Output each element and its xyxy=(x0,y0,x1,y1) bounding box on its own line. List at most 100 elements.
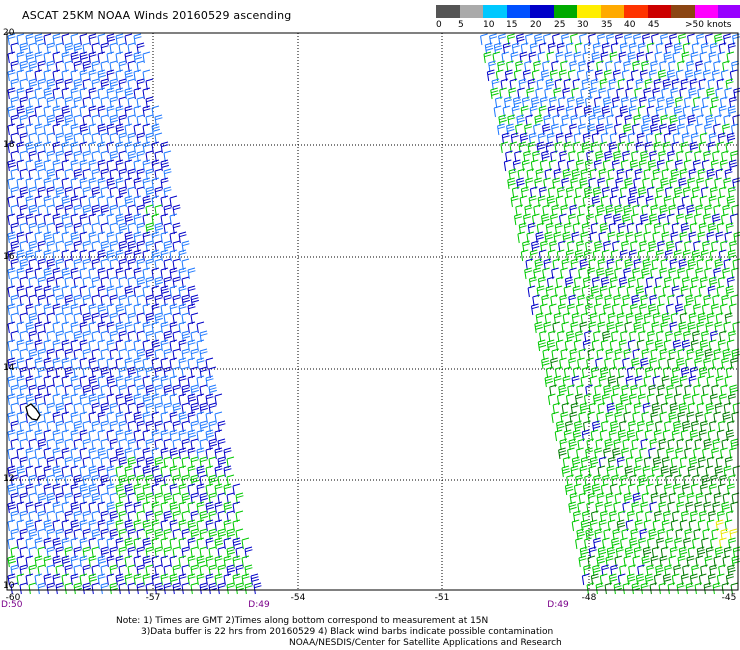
wind-barb xyxy=(612,240,620,253)
wind-barb xyxy=(133,519,142,532)
wind-barb xyxy=(106,573,115,586)
wind-barb xyxy=(70,411,79,424)
wind-barb xyxy=(10,240,19,253)
wind-barb xyxy=(622,294,631,307)
wind-barb xyxy=(666,69,676,82)
wind-barb xyxy=(169,249,178,262)
wind-barb xyxy=(124,321,133,334)
wind-barb xyxy=(720,240,728,253)
wind-barb xyxy=(511,42,520,55)
wind-barb xyxy=(199,402,208,415)
wind-barb xyxy=(151,339,160,352)
wind-barb xyxy=(654,132,663,145)
wind-barb xyxy=(70,231,79,244)
wind-barb xyxy=(133,321,142,334)
wind-barb xyxy=(70,285,79,298)
wind-barb xyxy=(106,447,115,460)
wind-barb xyxy=(575,474,584,487)
wind-barb xyxy=(648,528,657,541)
wind-barb xyxy=(667,438,676,451)
wind-barb xyxy=(106,285,115,298)
wind-barb xyxy=(55,114,64,127)
wind-barb xyxy=(673,420,682,433)
wind-barb xyxy=(214,393,223,406)
wind-barb xyxy=(668,60,676,73)
wind-barb xyxy=(697,456,706,469)
wind-barb xyxy=(190,474,199,487)
wind-barb xyxy=(7,465,16,478)
wind-barb xyxy=(106,33,115,46)
wind-barb xyxy=(553,312,562,325)
wind-barb xyxy=(28,60,37,73)
wind-barb xyxy=(79,393,88,406)
wind-barb xyxy=(106,141,115,154)
wind-barb xyxy=(629,159,639,172)
wind-barb xyxy=(548,330,556,343)
wind-barb xyxy=(88,519,97,532)
wind-barb xyxy=(703,294,712,307)
scale-swatch xyxy=(459,5,483,18)
wind-barb xyxy=(633,258,642,271)
scale-label: >50 knots xyxy=(685,20,732,30)
wind-barb xyxy=(533,60,542,73)
wind-barb xyxy=(730,150,739,163)
wind-barb xyxy=(97,555,106,568)
wind-barb xyxy=(689,510,699,523)
wind-barb xyxy=(46,78,55,91)
wind-barb xyxy=(178,573,187,586)
wind-barb xyxy=(232,537,241,550)
scale-swatch xyxy=(483,5,507,18)
wind-barb xyxy=(604,438,613,451)
wind-barb xyxy=(97,51,106,64)
wind-barb xyxy=(70,429,79,442)
wind-barb xyxy=(583,42,592,55)
wind-barb xyxy=(698,366,708,379)
wind-barb xyxy=(538,42,547,55)
wind-barb xyxy=(124,393,133,406)
scale-swatch xyxy=(694,5,718,18)
wind-barb xyxy=(115,393,124,406)
wind-barb xyxy=(187,393,196,406)
wind-barb xyxy=(169,519,178,532)
wind-barb xyxy=(722,204,731,217)
wind-barb xyxy=(160,177,169,190)
wind-barb xyxy=(169,303,178,316)
wind-barb xyxy=(43,501,52,514)
wind-barb xyxy=(705,546,714,559)
wind-barb xyxy=(91,186,100,199)
wind-barb xyxy=(187,339,196,352)
wind-barb xyxy=(725,366,734,379)
wind-barb xyxy=(609,132,618,145)
wind-barb xyxy=(178,303,187,316)
wind-barb xyxy=(154,222,163,235)
wind-barb xyxy=(7,393,16,406)
wind-barb xyxy=(611,330,619,343)
wind-barb xyxy=(28,204,37,217)
wind-barb xyxy=(700,564,708,577)
wind-barb xyxy=(709,564,718,577)
wind-barb xyxy=(52,141,61,154)
wind-barb xyxy=(25,339,34,352)
wind-barb xyxy=(115,105,124,118)
wind-barb xyxy=(196,483,205,496)
wind-barb xyxy=(570,258,579,271)
wind-barb xyxy=(563,78,572,91)
wind-barb xyxy=(516,33,525,46)
wind-barb xyxy=(621,240,630,253)
wind-barb xyxy=(106,429,115,442)
wind-barb xyxy=(100,474,109,487)
wind-barb xyxy=(601,420,609,433)
wind-barb xyxy=(160,501,169,514)
wind-barb xyxy=(34,177,43,190)
wind-barb xyxy=(88,141,97,154)
wind-barb xyxy=(109,510,118,523)
wind-barb xyxy=(722,348,731,361)
wind-barb xyxy=(643,168,652,181)
wind-barb xyxy=(142,141,151,154)
wind-barb xyxy=(730,438,739,451)
wind-barb xyxy=(46,168,55,181)
wind-barb xyxy=(115,33,124,46)
wind-barb xyxy=(70,249,79,262)
wind-barb xyxy=(97,213,106,226)
wind-barb xyxy=(205,537,214,550)
